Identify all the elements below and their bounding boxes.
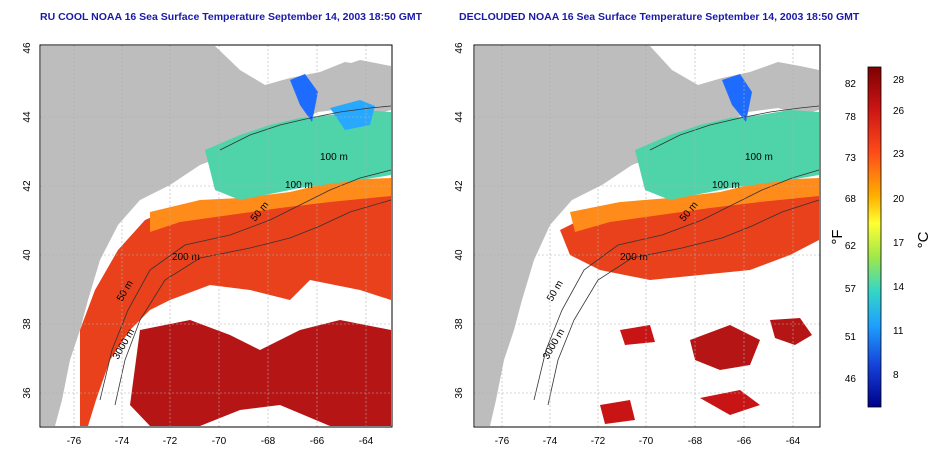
sst-orange-band bbox=[150, 178, 391, 232]
x-tick-label: -72 bbox=[163, 436, 178, 447]
left-map-panel: 100 m 100 m 50 m 200 m 50 m 3000 m -76 -… bbox=[22, 42, 393, 447]
right-map-title: DECLOUDED NOAA 16 Sea Surface Temperatur… bbox=[459, 11, 860, 23]
fahrenheit-tick-label: 68 bbox=[845, 194, 857, 205]
sst-hot-region bbox=[770, 318, 812, 345]
land-mass bbox=[475, 46, 819, 426]
celsius-tick-label: 11 bbox=[893, 326, 904, 337]
celsius-tick-label: 28 bbox=[893, 75, 905, 86]
celsius-unit-label: °C bbox=[915, 231, 932, 248]
x-tick-label: -70 bbox=[639, 436, 654, 447]
sst-cold-region bbox=[722, 74, 752, 122]
x-tick-label: -64 bbox=[359, 436, 374, 447]
x-tick-label: -72 bbox=[591, 436, 606, 447]
celsius-tick-label: 17 bbox=[893, 238, 905, 249]
sst-warm-region bbox=[80, 192, 391, 426]
x-tick-label: -74 bbox=[115, 436, 130, 447]
y-tick-label: 44 bbox=[454, 111, 465, 123]
x-tick-label: -74 bbox=[543, 436, 558, 447]
fahrenheit-tick-label: 57 bbox=[845, 284, 857, 295]
celsius-tick-label: 23 bbox=[893, 149, 905, 160]
x-tick-label: -76 bbox=[495, 436, 510, 447]
bathymetry-contour bbox=[114, 199, 392, 406]
grid-lines bbox=[474, 45, 820, 427]
celsius-ticks: 28 26 23 20 17 14 11 8 bbox=[893, 75, 905, 381]
fahrenheit-tick-label: 73 bbox=[845, 153, 857, 164]
right-map-panel: 100 m 100 m 50 m 200 m 50 m 3000 m -76 -… bbox=[454, 42, 821, 447]
x-tick-label: -66 bbox=[737, 436, 752, 447]
grid-lines bbox=[40, 45, 392, 427]
fahrenheit-tick-label: 62 bbox=[845, 241, 857, 252]
fahrenheit-tick-label: 46 bbox=[845, 374, 857, 385]
x-tick-label: -68 bbox=[261, 436, 276, 447]
sst-hot-region bbox=[700, 390, 760, 415]
land-mass bbox=[41, 46, 391, 426]
bathymetry-contour bbox=[547, 199, 820, 406]
x-tick-label: -76 bbox=[67, 436, 82, 447]
sst-hot-region bbox=[600, 400, 635, 424]
fahrenheit-tick-label: 51 bbox=[845, 332, 857, 343]
y-tick-label: 42 bbox=[454, 180, 465, 192]
fahrenheit-tick-label: 78 bbox=[845, 112, 857, 123]
contour-label: 100 m bbox=[712, 180, 740, 191]
y-axis-ticks: 46 44 42 40 38 36 bbox=[454, 42, 465, 399]
y-tick-label: 38 bbox=[454, 318, 465, 330]
contour-label: 200 m bbox=[620, 252, 648, 263]
land-mass bbox=[330, 60, 391, 100]
fahrenheit-unit-label: °F bbox=[829, 229, 846, 244]
y-tick-label: 36 bbox=[454, 387, 465, 399]
sst-cool-region bbox=[205, 110, 391, 200]
fahrenheit-ticks: 82 78 73 68 62 57 51 46 bbox=[845, 79, 857, 385]
celsius-tick-label: 20 bbox=[893, 194, 905, 205]
y-tick-label: 36 bbox=[22, 387, 33, 399]
bathymetry-contour bbox=[219, 105, 392, 151]
bathymetry-contour bbox=[649, 105, 820, 151]
y-tick-label: 38 bbox=[22, 318, 33, 330]
celsius-tick-label: 8 bbox=[893, 370, 899, 381]
fahrenheit-tick-label: 82 bbox=[845, 79, 857, 90]
left-map-title: RU COOL NOAA 16 Sea Surface Temperature … bbox=[40, 11, 423, 23]
sst-hot-region bbox=[690, 325, 760, 370]
y-tick-label: 46 bbox=[22, 42, 33, 54]
x-axis-ticks: -76 -74 -72 -70 -68 -66 -64 bbox=[495, 436, 801, 447]
y-tick-label: 40 bbox=[22, 249, 33, 261]
x-tick-label: -68 bbox=[688, 436, 703, 447]
contour-label: 200 m bbox=[172, 252, 200, 263]
sst-orange-band bbox=[570, 178, 819, 232]
y-tick-label: 42 bbox=[22, 180, 33, 192]
sst-cold-region bbox=[290, 74, 318, 122]
celsius-tick-label: 26 bbox=[893, 106, 905, 117]
contour-label: 100 m bbox=[320, 152, 348, 163]
celsius-tick-label: 14 bbox=[893, 282, 905, 293]
contour-label: 100 m bbox=[745, 152, 773, 163]
x-tick-label: -66 bbox=[310, 436, 325, 447]
contour-label: 100 m bbox=[285, 180, 313, 191]
y-tick-label: 40 bbox=[454, 249, 465, 261]
sst-hot-region bbox=[130, 320, 391, 426]
y-tick-label: 44 bbox=[22, 111, 33, 123]
temperature-colorbar: 82 78 73 68 62 57 51 46 28 26 23 20 17 1… bbox=[829, 66, 932, 408]
sst-cold-region bbox=[330, 100, 375, 130]
x-tick-label: -64 bbox=[786, 436, 801, 447]
x-tick-label: -70 bbox=[212, 436, 227, 447]
x-axis-ticks: -76 -74 -72 -70 -68 -66 -64 bbox=[67, 436, 374, 447]
y-tick-label: 46 bbox=[454, 42, 465, 54]
y-axis-ticks: 46 44 42 40 38 36 bbox=[22, 42, 33, 399]
sst-cool-region bbox=[635, 110, 819, 200]
